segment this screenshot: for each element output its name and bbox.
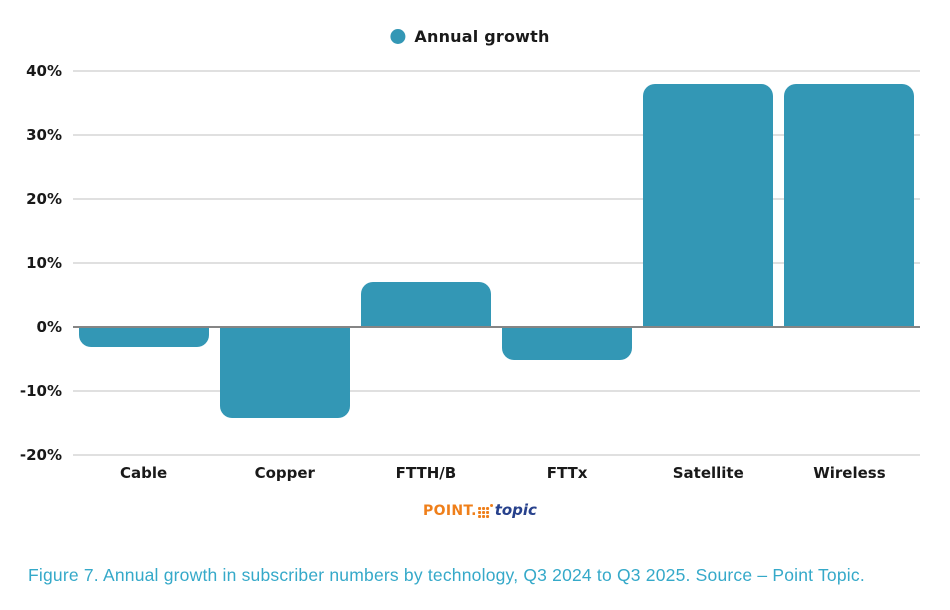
x-axis-tick-label: Copper [254, 464, 315, 482]
point-topic-logo: POINT. topic [423, 503, 537, 518]
logo-point-text: POINT. [423, 502, 477, 519]
y-axis-tick-label: 40% [26, 62, 62, 80]
y-axis-tick-label: 20% [26, 190, 62, 208]
x-axis-tick-label: Satellite [672, 464, 744, 482]
bar-fttx [502, 328, 633, 360]
legend-marker-icon [390, 29, 406, 44]
plot-area: 40% 30% 20% 10% 0% -10% -20% Cable Copper FTTH/B F… [19, 62, 920, 482]
x-axis-tick-label: FTTx [546, 464, 588, 482]
y-axis-tick-label: 10% [26, 254, 62, 272]
bar-satellite [643, 83, 774, 327]
logo-dots-icon [477, 506, 489, 518]
bar-wireless [784, 83, 915, 327]
gridline [73, 454, 920, 456]
chart-legend: Annual growth [390, 27, 549, 46]
x-axis-tick-label: FTTH/B [395, 464, 457, 482]
gridline [73, 262, 920, 264]
gridline [73, 198, 920, 200]
legend-label: Annual growth [414, 27, 550, 46]
gridline [73, 390, 920, 392]
x-axis-tick-label: Wireless [813, 464, 886, 482]
x-axis-tick-label: Cable [119, 464, 168, 482]
y-axis-tick-label: 30% [26, 126, 62, 144]
gridline [73, 70, 920, 72]
y-axis-tick-label: 0% [36, 318, 62, 336]
bar-ftth-b [360, 282, 491, 327]
logo-topic-text: topic [494, 501, 537, 519]
bar-copper [219, 328, 350, 418]
y-axis-tick-label: -10% [19, 382, 62, 400]
zero-axis-line [73, 326, 920, 328]
y-axis-tick-label: -20% [19, 446, 62, 464]
figure-caption: Figure 7. Annual growth in subscriber nu… [28, 565, 865, 585]
bar-cable [78, 328, 209, 348]
logo-superscript-dot-icon [489, 504, 493, 507]
gridline [73, 134, 920, 136]
